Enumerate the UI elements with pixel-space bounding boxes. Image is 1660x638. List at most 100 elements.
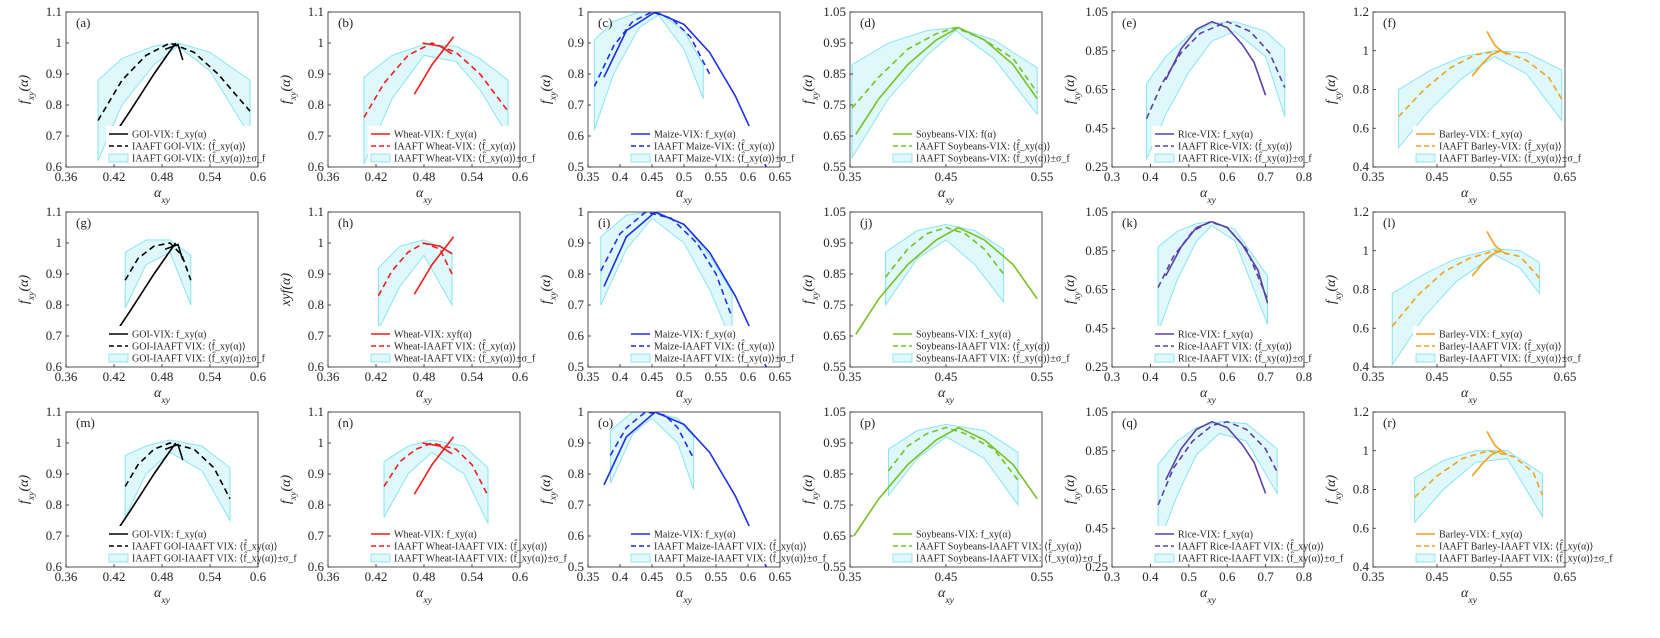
legend-swatch-band <box>370 353 391 363</box>
x-tick-label: 0.54 <box>461 569 484 584</box>
x-tick-label: 0.4 <box>612 369 629 384</box>
y-axis-label: fxy(α) <box>17 475 37 505</box>
legend-entry: IAAFT GOI-VIX: ⟨f̂_xy(α)⟩±σ_f <box>132 151 266 164</box>
y-tick-label: 0.8 <box>1353 482 1369 497</box>
x-tick-label: 0.45 <box>641 569 664 584</box>
y-tick-label: 1.1 <box>46 204 62 219</box>
x-axis-label: αxy <box>938 586 955 606</box>
surrogate-mean-line <box>383 442 489 497</box>
x-tick-label: 0.65 <box>1554 569 1577 584</box>
x-tick-label: 0.6 <box>250 169 267 184</box>
actual-spectrum-left <box>413 236 455 295</box>
legend-entry: Wheat-IAAFT VIX: ⟨f̂_xy(α)⟩±σ_f <box>394 351 536 364</box>
legend-entry: IAAFT GOI-IAAFT VIX: ⟨f̂_xy(α)⟩ <box>132 539 278 552</box>
legend-swatch-band <box>1415 153 1436 163</box>
legend-background <box>890 526 1038 564</box>
y-tick-label: 1.05 <box>823 404 846 419</box>
y-axis-label: fxy(α) <box>1324 75 1344 105</box>
actual-spectrum-left <box>1165 220 1269 304</box>
y-tick-label: 0.8 <box>308 97 324 112</box>
panel-letter: (h) <box>338 215 353 230</box>
legend-entry: IAAFT Soybeans-VIX: ⟨f̂_xy(α)⟩ <box>916 139 1051 152</box>
legend-entry: Barley-VIX: f_xy(α) <box>1439 130 1522 141</box>
x-tick-label: 0.54 <box>461 169 484 184</box>
legend-swatch-band <box>892 553 913 563</box>
legend: Rice-VIX: f_xy(α)IAAFT Rice-IAAFT VIX: ⟨… <box>1152 526 1344 565</box>
legend-swatch-band <box>630 153 651 163</box>
y-tick-label: 0.95 <box>823 235 846 250</box>
x-axis-label: αxy <box>154 386 171 406</box>
y-tick-label: 0.5 <box>568 359 584 374</box>
surrogate-mean-line <box>1157 220 1269 300</box>
x-axis-label: αxy <box>938 386 955 406</box>
y-tick-label: 0.7 <box>308 128 325 143</box>
plot-area <box>377 236 455 331</box>
panel-letter: (b) <box>338 15 353 30</box>
legend-entry: IAAFT Rice-IAAFT VIX: ⟨f̂_xy(α)⟩±σ_f <box>1178 551 1344 564</box>
legend-entry: GOI-VIX: f_xy(α) <box>132 530 206 541</box>
y-tick-label: 1 <box>318 35 325 50</box>
surrogate-mean-line <box>1391 249 1540 327</box>
band-sigma <box>124 439 231 523</box>
band-sigma <box>851 27 1038 160</box>
x-tick-label: 0.42 <box>365 169 388 184</box>
legend-entry: IAAFT Wheat-IAAFT VIX: ⟨f̂_xy(α)⟩ <box>394 539 548 552</box>
y-tick-label: 0.7 <box>568 297 585 312</box>
actual-spectrum-right <box>164 443 184 461</box>
x-tick-label: 0.7 <box>1257 569 1274 584</box>
y-tick-label: 0.85 <box>823 266 846 281</box>
y-tick-label: 0.8 <box>568 466 584 481</box>
x-tick-label: 0.55 <box>705 369 728 384</box>
x-tick-label: 0.55 <box>1031 369 1054 384</box>
plot-area <box>853 423 1038 537</box>
y-tick-label: 1 <box>56 235 63 250</box>
x-tick-label: 0.65 <box>769 169 792 184</box>
x-tick-label: 0.35 <box>577 569 600 584</box>
y-tick-label: 0.4 <box>1353 359 1370 374</box>
x-tick-label: 0.65 <box>1554 369 1577 384</box>
band-sigma <box>1391 248 1540 367</box>
x-tick-label: 0.8 <box>1296 569 1312 584</box>
legend: Rice-VIX: f_xy(α)IAAFT Rice-VIX: ⟨f̂_xy(… <box>1152 126 1312 165</box>
legend-entry: IAAFT Barley-IAAFT VIX: ⟨f̂_xy(α)⟩ <box>1439 539 1594 552</box>
x-tick-label: 0.8 <box>1296 169 1312 184</box>
y-tick-label: 1 <box>56 435 63 450</box>
y-tick-label: 0.8 <box>46 97 62 112</box>
legend-swatch-band <box>630 553 651 563</box>
panel-letter: (n) <box>338 415 353 430</box>
legend-entry: Barley-IAAFT VIX: ⟨f̂_xy(α)⟩±σ_f <box>1439 351 1582 364</box>
y-tick-label: 0.65 <box>1085 282 1108 297</box>
x-tick-label: 0.7 <box>1257 169 1274 184</box>
y-tick-label: 0.8 <box>46 297 62 312</box>
panel-letter: (m) <box>76 415 95 430</box>
legend: Barley-VIX: f_xy(α)Barley-IAAFT VIX: ⟨f̂… <box>1413 326 1582 365</box>
x-tick-label: 0.65 <box>769 369 792 384</box>
plot-area <box>851 26 1038 160</box>
y-tick-label: 0.9 <box>46 266 62 281</box>
x-tick-label: 0.6 <box>1219 369 1236 384</box>
y-axis-label: fxy(α) <box>279 475 299 505</box>
plot-area <box>1145 20 1286 160</box>
y-tick-label: 0.95 <box>823 435 846 450</box>
band-sigma <box>600 212 733 343</box>
y-tick-label: 0.9 <box>568 35 584 50</box>
y-tick-label: 0.7 <box>308 528 325 543</box>
y-axis-label: fxy(α) <box>801 475 821 505</box>
x-tick-label: 0.35 <box>839 569 862 584</box>
legend-background <box>1413 526 1561 564</box>
panel-c: 0.35 0.4 0.45 0.5 0.55 0.6 0.65 0.5 0.6 0.7 0.8 0.9… <box>539 4 795 206</box>
y-axis-label: fxy(α) <box>17 75 37 105</box>
y-tick-label: 1.1 <box>46 404 62 419</box>
legend-background <box>628 326 776 364</box>
x-tick-label: 0.42 <box>103 169 126 184</box>
surrogate-mean-line <box>1398 49 1563 118</box>
actual-spectrum-right <box>1486 430 1508 456</box>
legend-background <box>106 126 254 164</box>
y-tick-label: 0.65 <box>1085 482 1108 497</box>
x-tick-label: 0.3 <box>1104 369 1120 384</box>
y-tick-label: 0.55 <box>823 159 846 174</box>
y-tick-label: 1.05 <box>1085 404 1108 419</box>
y-tick-label: 0.85 <box>1085 243 1108 258</box>
x-axis-label: αxy <box>416 586 433 606</box>
legend: Wheat-VIX: f_xy(α)IAAFT Wheat-VIX: ⟨f̂_x… <box>368 126 536 165</box>
